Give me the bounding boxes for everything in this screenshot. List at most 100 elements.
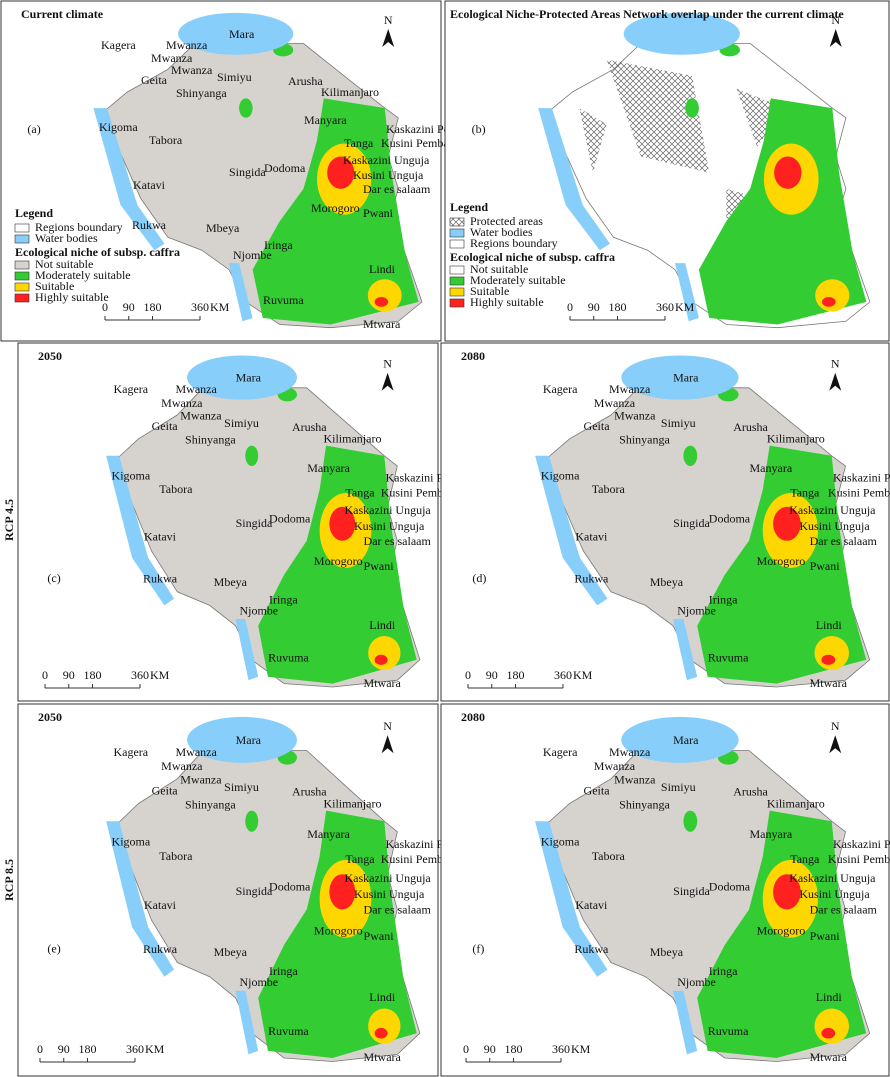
region-label: Mwanza <box>614 408 656 422</box>
region-label: Pwani <box>810 559 841 573</box>
region-label: Tabora <box>159 482 193 496</box>
north-label: N <box>383 719 392 733</box>
region-label: Manyara <box>307 461 350 475</box>
region-label: Arusha <box>733 420 768 434</box>
region-label: Singida <box>229 165 266 179</box>
region-label: Tanga <box>345 485 375 499</box>
highly-suitable-area <box>821 1027 836 1039</box>
scale-label: 360 <box>126 1042 144 1056</box>
region-label: Kilimanjaro <box>767 796 825 810</box>
panel-title: 2080 <box>461 349 485 363</box>
region-label: Pwani <box>364 929 395 943</box>
scale-label: 0 <box>463 1042 469 1056</box>
region-label: Iringa <box>709 964 738 978</box>
region-label: Kusini Pemba <box>828 852 890 866</box>
region-label: Manyara <box>307 827 350 841</box>
scale-label: 0 <box>42 668 48 682</box>
region-label: Dar es salaam <box>810 903 878 917</box>
scale-label: 0 <box>102 300 108 314</box>
lake <box>621 716 739 763</box>
region-label: Rukwa <box>143 572 178 586</box>
region-label: Arusha <box>733 784 768 798</box>
scale-unit: KM <box>573 668 593 682</box>
region-label: Ruvuma <box>263 293 304 307</box>
highly-suitable-area <box>822 297 836 307</box>
legend-swatch <box>14 282 30 292</box>
north-arrow <box>829 735 842 754</box>
region-label: Ruvuma <box>268 1024 309 1038</box>
legend-label: Not suitable <box>470 262 528 276</box>
legend-swatch <box>449 287 465 297</box>
row-label: RCP 8.5 <box>2 859 16 901</box>
lake <box>93 108 165 251</box>
region-label: Mara <box>229 27 255 41</box>
moderately-suitable-area <box>685 98 699 118</box>
region-label: Mwanza <box>161 396 203 410</box>
region-label: Kilimanjaro <box>321 85 379 99</box>
region-label: Mbeya <box>650 945 684 959</box>
row-label: RCP 4.5 <box>2 499 16 541</box>
legend-swatch <box>14 223 30 233</box>
region-label: Shinyanga <box>185 433 236 447</box>
protected-area <box>579 108 607 173</box>
region-label: Iringa <box>269 964 298 978</box>
region-label: Rukwa <box>143 942 178 956</box>
lake <box>675 263 699 322</box>
highly-suitable-area <box>821 654 836 665</box>
region-label: Arusha <box>292 420 327 434</box>
legend-label: Moderately suitable <box>35 268 131 282</box>
region-label: Lindi <box>816 990 843 1004</box>
region-label: Mwanza <box>614 772 656 786</box>
region-label: Kusini Pemba <box>381 852 449 866</box>
north-arrow <box>829 29 842 47</box>
region-label: Kilimanjaro <box>323 432 381 446</box>
region-label: Tabora <box>592 849 626 863</box>
legend-label: Not suitable <box>35 257 93 271</box>
lake <box>187 355 298 400</box>
suitable-area <box>814 1008 849 1044</box>
legend-label: Highly suitable <box>35 290 109 304</box>
suitable-area <box>367 279 402 312</box>
region-label: Njombe <box>677 975 716 989</box>
region-label: Lindi <box>369 618 396 632</box>
scale-label: 90 <box>484 1042 496 1056</box>
region-label: Katavi <box>144 530 177 544</box>
region-label: Lindi <box>369 262 396 276</box>
lake <box>535 821 608 977</box>
region-label: Manyara <box>750 827 793 841</box>
protected-area <box>606 59 710 173</box>
scale-label: 180 <box>609 300 627 314</box>
region-label: Kusini Unguja <box>799 519 870 533</box>
lake <box>535 455 608 606</box>
region-label: Morogoro <box>314 554 363 568</box>
region-label: Kagera <box>543 382 578 396</box>
legend-swatch <box>14 260 30 270</box>
scale-label: 90 <box>58 1042 70 1056</box>
legend-subheading: Ecological niche of subsp. caffra <box>15 245 180 259</box>
region-label: Mwanza <box>171 63 213 77</box>
region-label: Tanga <box>345 852 375 866</box>
region-label: Dodoma <box>269 512 311 526</box>
region-label: Kaskazini Unguja <box>344 871 431 885</box>
region-label: Pwani <box>810 929 841 943</box>
highly-suitable-area <box>327 156 355 189</box>
panel-title: Current climate <box>21 7 104 21</box>
legend-label: Highly suitable <box>470 295 544 309</box>
panel-letter: (d) <box>472 571 486 585</box>
region-label: Kaskazini Unguja <box>344 503 431 517</box>
lake <box>235 619 259 681</box>
region-label: Arusha <box>288 74 323 88</box>
region-label: Kigoma <box>541 468 580 482</box>
region-label: Mwanza <box>594 396 636 410</box>
lake <box>621 355 739 400</box>
region-label: Kusini Unguja <box>354 887 425 901</box>
panel-title: Ecological Niche-Protected Areas Network… <box>450 7 844 21</box>
region-label: Mbeya <box>650 575 684 589</box>
region-label: Kusini Unguja <box>354 519 425 533</box>
panel-letter: (c) <box>47 571 60 585</box>
panel-title: 2050 <box>38 349 62 363</box>
region-label: Morogoro <box>314 923 363 937</box>
highly-suitable-area <box>374 297 389 307</box>
region-label: Mtwara <box>810 676 848 690</box>
region-label: Njombe <box>677 603 716 617</box>
